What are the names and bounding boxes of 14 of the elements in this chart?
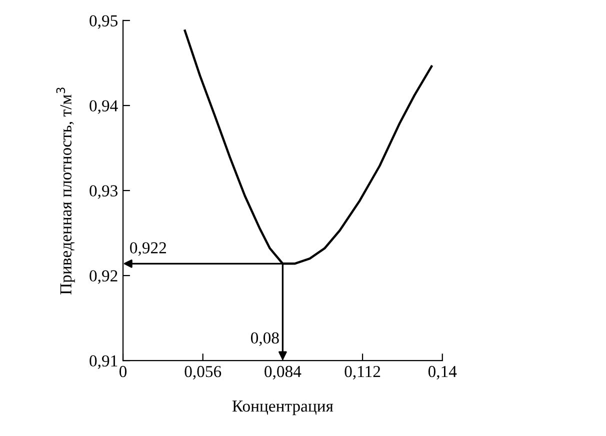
x-tick-label: 0	[119, 366, 127, 378]
annotation: 0,08	[250, 332, 279, 346]
y-tick-label: 0,93	[90, 185, 118, 199]
x-tick-label: 0,112	[344, 366, 380, 380]
x-tick-label: 0,084	[264, 366, 302, 380]
x-tick-label: 0,056	[184, 366, 222, 380]
y-tick-label: 0,91	[90, 355, 118, 369]
y-axis-title: Приведенная плотность, т/м$^{3}$	[56, 88, 75, 294]
y-tick-label: 0,92	[90, 270, 118, 284]
y-tick-label: 0,95	[90, 15, 118, 29]
x-axis-title: Концентрация	[232, 400, 334, 416]
y-tick-label: 0,94	[90, 100, 118, 114]
annotation: 0,922	[130, 242, 166, 256]
x-tick-label: 0,14	[428, 366, 457, 380]
